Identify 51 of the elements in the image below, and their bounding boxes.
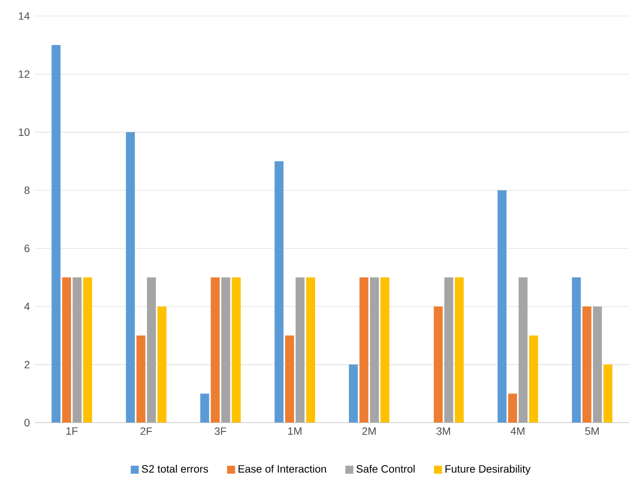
bar bbox=[370, 277, 379, 423]
x-tick-label: 3F bbox=[214, 427, 226, 435]
bar bbox=[210, 277, 220, 423]
bar bbox=[296, 277, 305, 423]
bar bbox=[380, 277, 390, 423]
bar bbox=[306, 277, 316, 423]
x-tick-label: 2F bbox=[140, 427, 152, 435]
bar bbox=[603, 364, 612, 423]
bar bbox=[52, 45, 61, 423]
bar bbox=[72, 277, 82, 423]
bar bbox=[285, 336, 294, 423]
bar bbox=[200, 394, 210, 423]
y-tick-label: 4 bbox=[24, 302, 30, 310]
bar bbox=[126, 132, 135, 423]
bar bbox=[582, 306, 592, 423]
bar bbox=[83, 277, 92, 423]
bar bbox=[508, 394, 518, 423]
bar bbox=[62, 277, 72, 423]
x-tick-label: 3M bbox=[436, 427, 450, 435]
x-tick-label: 2M bbox=[362, 427, 376, 435]
bar bbox=[572, 277, 581, 423]
x-tick-label: 1F bbox=[66, 427, 78, 435]
bar bbox=[498, 190, 507, 423]
y-tick-label: 14 bbox=[18, 12, 30, 20]
y-tick-label: 10 bbox=[18, 128, 30, 136]
y-tick-label: 6 bbox=[24, 244, 30, 252]
bar bbox=[157, 306, 166, 423]
y-tick-label: 2 bbox=[24, 360, 30, 368]
bar bbox=[274, 161, 284, 423]
bar bbox=[444, 277, 454, 423]
y-tick-label: 12 bbox=[18, 70, 30, 78]
y-tick-label: 0 bbox=[24, 418, 30, 426]
bar bbox=[518, 277, 528, 423]
bar bbox=[359, 277, 368, 423]
bar bbox=[592, 306, 602, 423]
bar bbox=[454, 277, 464, 423]
x-tick-label: 4M bbox=[510, 427, 524, 435]
x-tick-label: 1M bbox=[288, 427, 302, 435]
y-tick-label: 8 bbox=[24, 186, 30, 194]
x-tick-label: 5M bbox=[585, 427, 599, 435]
legend-label: S2 total errors bbox=[142, 464, 208, 473]
legend-label: Safe Control bbox=[356, 464, 415, 473]
bar bbox=[146, 277, 156, 423]
legend-label: Future Desirability bbox=[446, 464, 531, 475]
bar bbox=[232, 277, 241, 423]
bar bbox=[434, 306, 443, 423]
bar bbox=[136, 336, 146, 423]
bar bbox=[529, 336, 538, 423]
legend-label: Ease of Interaction bbox=[238, 464, 326, 473]
bar bbox=[221, 277, 230, 423]
bar bbox=[348, 364, 358, 423]
